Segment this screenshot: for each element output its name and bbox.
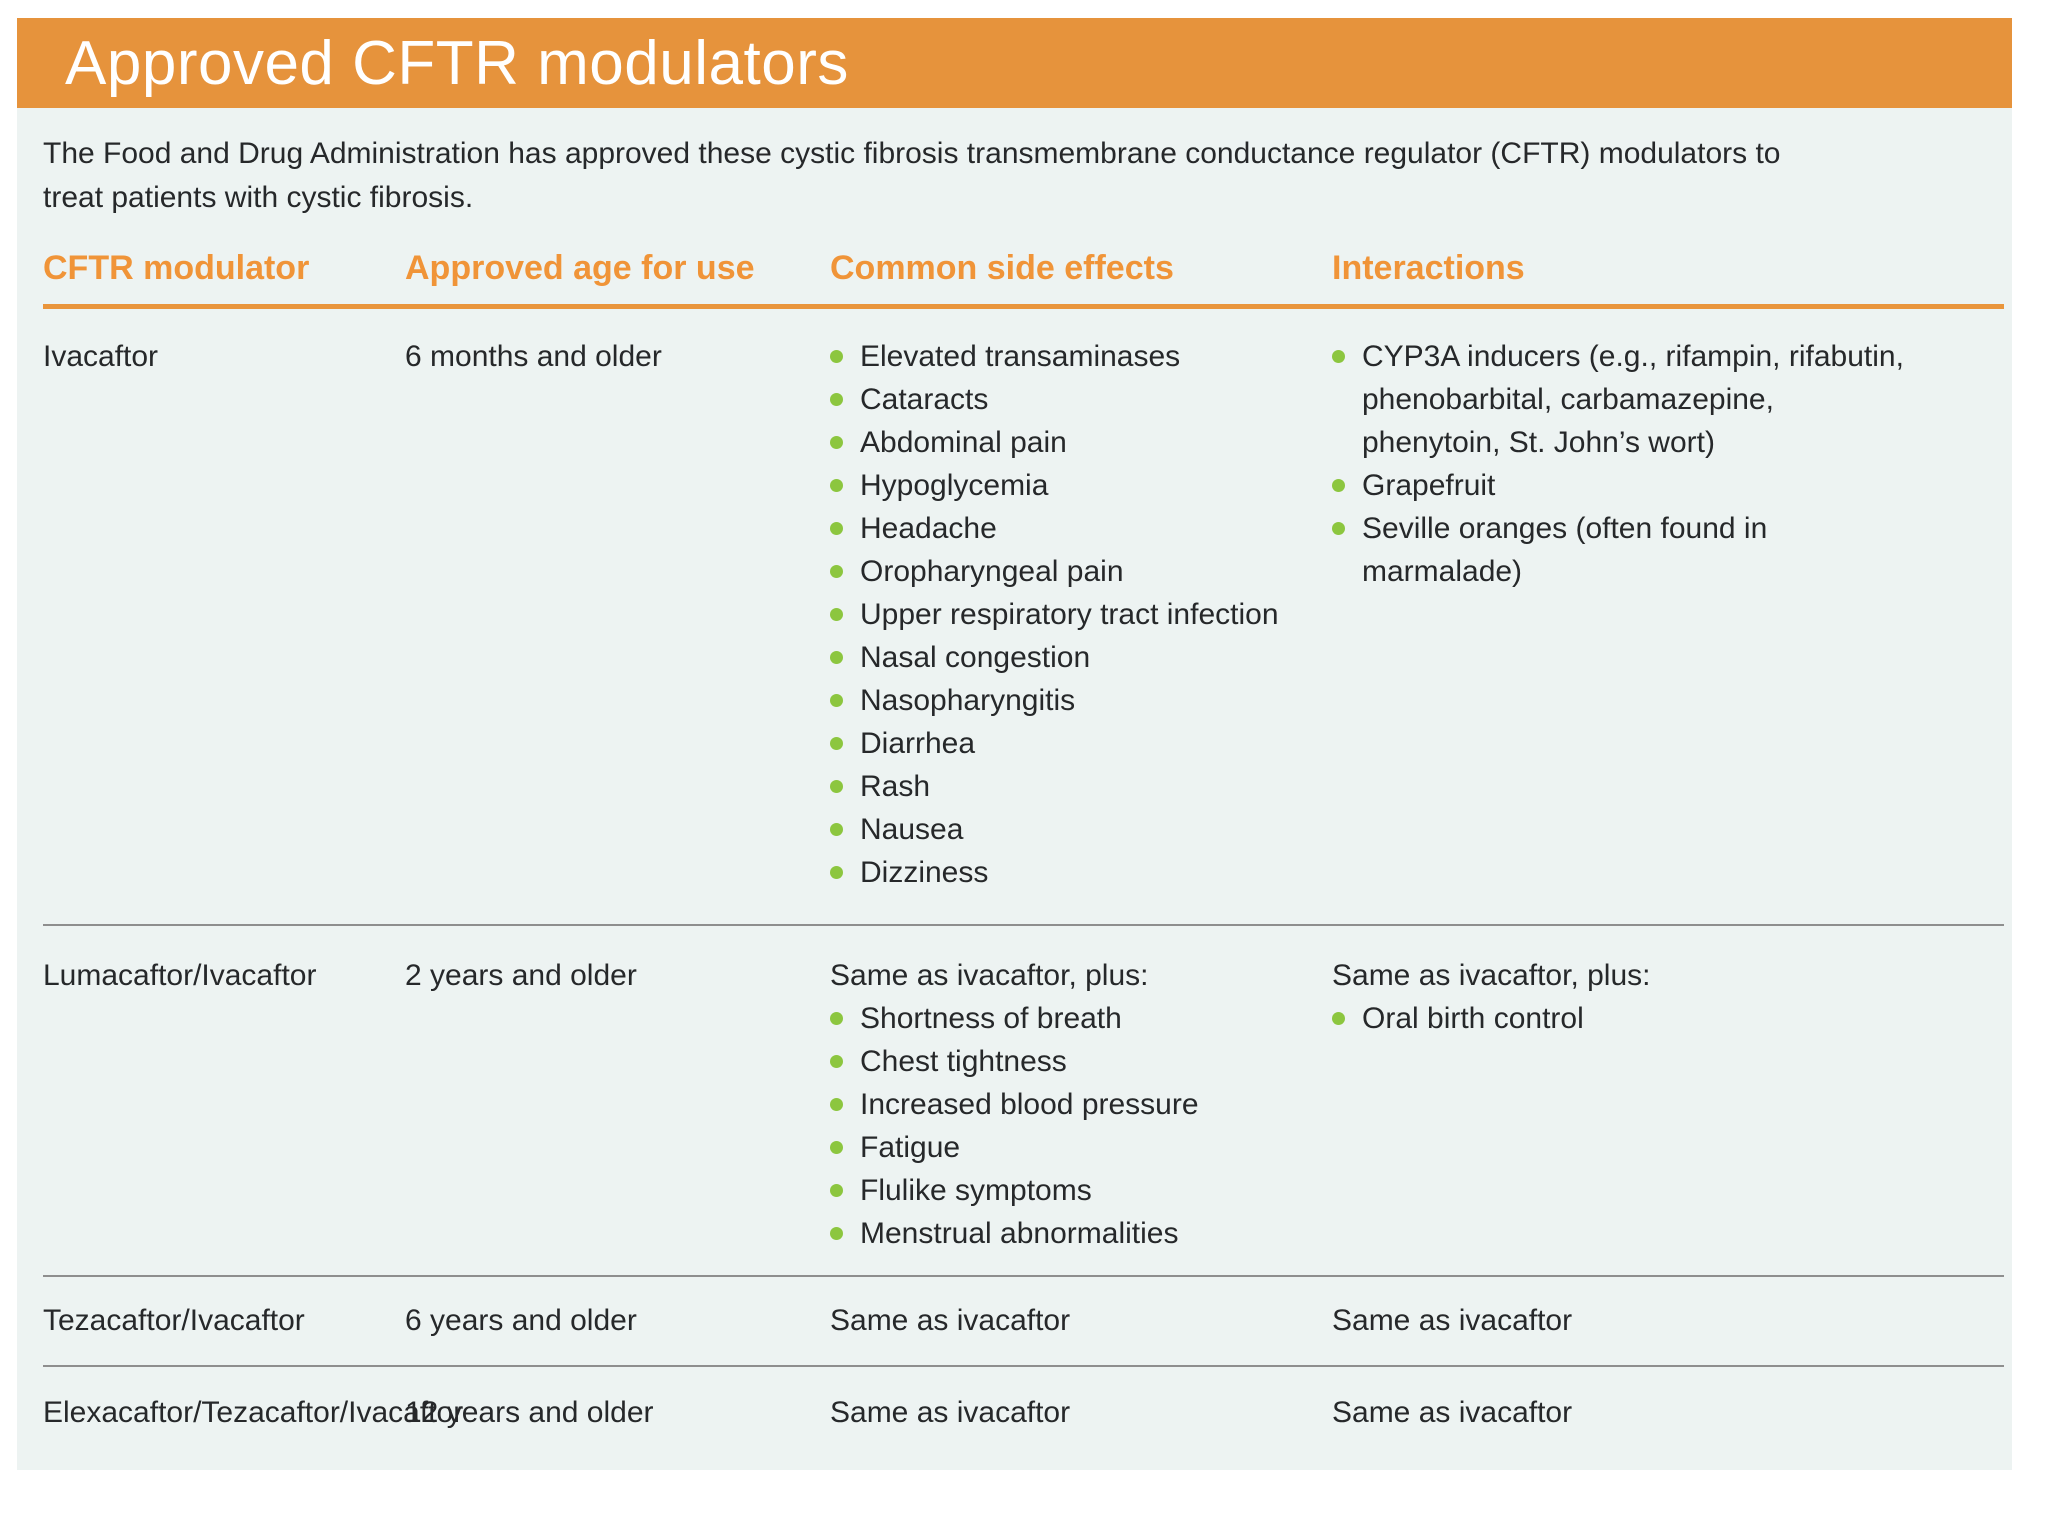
bullet-dot-icon (830, 1098, 843, 1111)
list-item: Diarrhea (830, 722, 1308, 765)
bullet-dot-icon (830, 479, 843, 492)
bullet-dot-icon (830, 1012, 843, 1025)
bullet-dot-icon (830, 866, 843, 879)
bullet-dot-icon (830, 823, 843, 836)
bullet-dot-icon (830, 436, 843, 449)
intro-text: The Food and Drug Administration has app… (43, 137, 1781, 214)
bullet-dot-icon (1332, 1012, 1345, 1025)
list-item: Nasopharyngitis (830, 679, 1308, 722)
bullet-dot-icon (830, 393, 843, 406)
cell-modulator: Tezacaftor/Ivacaftor (43, 1304, 305, 1337)
side-effects-list: Elevated transaminases Cataracts Abdomin… (830, 335, 1308, 894)
column-header-modulator: CFTR modulator (43, 249, 310, 287)
table-row-ivacaftor: Ivacaftor 6 months and older Elevated tr… (43, 309, 2004, 924)
bullet-dot-icon (830, 651, 843, 664)
column-header-interactions: Interactions (1332, 249, 1525, 287)
cell-side-effects: Elevated transaminases Cataracts Abdomin… (830, 335, 1332, 894)
cell-interactions: CYP3A inducers (e.g., rifampin, rifabuti… (1332, 335, 2004, 894)
bullet-dot-icon (830, 737, 843, 750)
title-bar: Approved CFTR modulators (17, 18, 2012, 108)
list-item: Shortness of breath (830, 997, 1308, 1040)
bullet-dot-icon (1332, 522, 1345, 535)
bullet-dot-icon (830, 694, 843, 707)
cell-age: 12 years and older (405, 1396, 654, 1429)
list-item: Nasal congestion (830, 636, 1308, 679)
list-item: Grapefruit (1332, 464, 1980, 507)
side-effects-intro: Same as ivacaftor, plus: (830, 959, 1149, 992)
list-item: Fatigue (830, 1126, 1308, 1169)
list-item: Oral birth control (1332, 997, 1980, 1040)
bullet-dot-icon (830, 1184, 843, 1197)
list-item: Oropharyngeal pain (830, 550, 1308, 593)
bullet-dot-icon (830, 1055, 843, 1068)
list-item: Menstrual abnormalities (830, 1212, 1308, 1255)
table-row-tezacaftor-ivacaftor: Tezacaftor/Ivacaftor 6 years and older S… (43, 1275, 2004, 1365)
list-item: Dizziness (830, 851, 1308, 894)
list-item: Abdominal pain (830, 421, 1308, 464)
bullet-dot-icon (830, 565, 843, 578)
page: Approved CFTR modulators The Food and Dr… (17, 18, 2012, 1470)
cell-interactions: Same as ivacaftor (1332, 1396, 1573, 1429)
list-item: Elevated transaminases (830, 335, 1308, 378)
list-item: Cataracts (830, 378, 1308, 421)
cell-side-effects: Same as ivacaftor, plus: Shortness of br… (830, 954, 1332, 1255)
bullet-dot-icon (830, 1227, 843, 1240)
bullet-dot-icon (1332, 479, 1345, 492)
cell-modulator: Ivacaftor (43, 340, 159, 373)
table-row-elexacaftor-tezacaftor-ivacaftor: Elexacaftor/Tezacaftor/Ivacaftor 12 year… (43, 1365, 2004, 1470)
list-item: Flulike symptoms (830, 1169, 1308, 1212)
list-item: Hypoglycemia (830, 464, 1308, 507)
cell-interactions: Same as ivacaftor (1332, 1304, 1573, 1337)
bullet-dot-icon (830, 350, 843, 363)
page-title: Approved CFTR modulators (65, 28, 849, 98)
list-item: Chest tightness (830, 1040, 1308, 1083)
table-row-lumacaftor-ivacaftor: Lumacaftor/Ivacaftor 2 years and older S… (43, 924, 2004, 1275)
bullet-dot-icon (1332, 350, 1345, 363)
bullet-dot-icon (830, 608, 843, 621)
column-header-side-effects: Common side effects (830, 249, 1174, 287)
list-item: Upper respiratory tract infection (830, 593, 1308, 636)
list-item: Increased blood pressure (830, 1083, 1308, 1126)
list-item: Nausea (830, 808, 1308, 851)
cell-age: 6 months and older (405, 340, 662, 373)
bullet-dot-icon (830, 1141, 843, 1154)
interactions-list: Oral birth control (1332, 997, 1980, 1040)
list-item: CYP3A inducers (e.g., rifampin, rifabuti… (1332, 335, 1980, 464)
cell-side-effects: Same as ivacaftor (830, 1304, 1071, 1337)
table-header-row: CFTR modulator Approved age for use Comm… (43, 248, 2004, 309)
cell-interactions: Same as ivacaftor, plus: Oral birth cont… (1332, 954, 2004, 1255)
cell-modulator: Lumacaftor/Ivacaftor (43, 959, 317, 992)
bullet-dot-icon (830, 780, 843, 793)
list-item: Headache (830, 507, 1308, 550)
cell-modulator: Elexacaftor/Tezacaftor/Ivacaftor (43, 1396, 464, 1429)
list-item: Rash (830, 765, 1308, 808)
list-item: Seville oranges (often found in marmalad… (1332, 507, 1980, 593)
side-effects-list: Shortness of breath Chest tightness Incr… (830, 997, 1308, 1255)
interactions-intro: Same as ivacaftor, plus: (1332, 959, 1651, 992)
cell-age: 2 years and older (405, 959, 637, 992)
column-header-age: Approved age for use (405, 249, 755, 287)
interactions-list: CYP3A inducers (e.g., rifampin, rifabuti… (1332, 335, 1980, 593)
bullet-dot-icon (830, 522, 843, 535)
cell-age: 6 years and older (405, 1304, 637, 1337)
content-panel: The Food and Drug Administration has app… (17, 108, 2012, 1470)
cell-side-effects: Same as ivacaftor (830, 1396, 1071, 1429)
